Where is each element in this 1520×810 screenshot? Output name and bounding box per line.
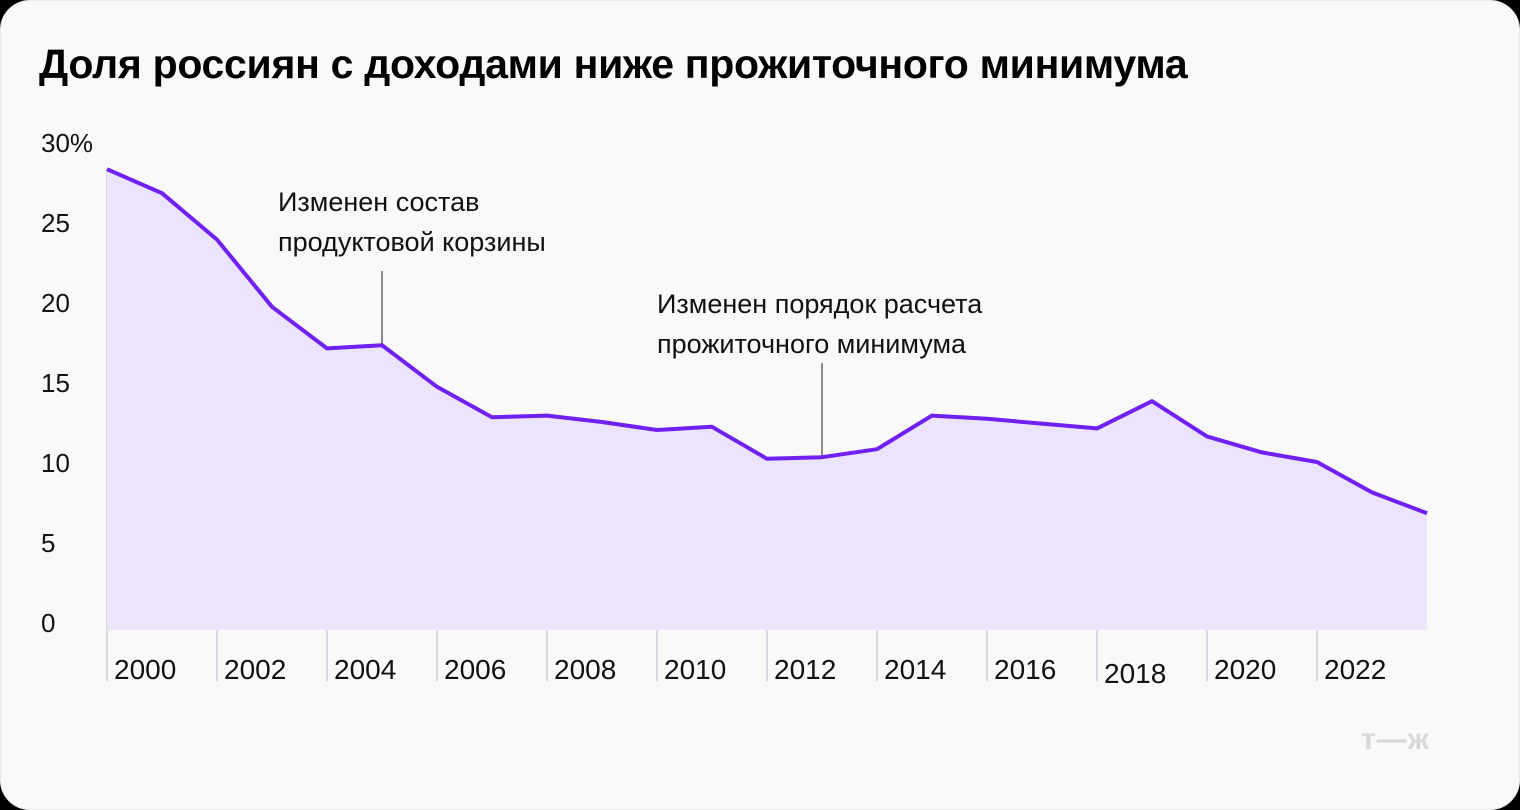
annotation-text: Изменен порядок расчета	[657, 289, 983, 319]
y-tick-label: 25	[41, 208, 70, 238]
y-tick-label: 5	[41, 528, 55, 558]
y-tick-label: 20	[41, 288, 70, 318]
x-tick-label: 2006	[444, 654, 506, 685]
x-tick-label: 2010	[664, 654, 726, 685]
x-tick-label: 2004	[334, 654, 396, 685]
x-tick-label: 2018	[1104, 658, 1166, 689]
y-axis-ticks: 0 5 10 15 20 25 30%	[41, 128, 93, 638]
y-tick-label: 10	[41, 448, 70, 478]
x-tick-label: 2014	[884, 654, 946, 685]
annotation-text: прожиточного минимума	[657, 329, 967, 359]
annotation-text: продуктовой корзины	[278, 227, 546, 257]
annotation-leader-lines	[381, 271, 823, 458]
x-axis-ticks: 2000 2002 2004 2006 2008 2010 2012 2014 2016 2018…	[114, 654, 1386, 689]
annotations: Изменен состав продуктовой корзины Изменен…	[278, 187, 983, 359]
y-tick-label: 30%	[41, 128, 93, 158]
annotation-text: Изменен состав	[278, 187, 479, 217]
x-tick-label: 2020	[1214, 654, 1276, 685]
x-tick-label: 2012	[774, 654, 836, 685]
x-tick-label: 2008	[554, 654, 616, 685]
x-tick-label: 2022	[1324, 654, 1386, 685]
y-tick-label: 15	[41, 368, 70, 398]
data-line	[106, 167, 1428, 516]
x-tick-label: 2016	[994, 654, 1056, 685]
y-tick-label: 0	[41, 608, 55, 638]
area-fill	[107, 169, 1427, 630]
x-tick-label: 2000	[114, 654, 176, 685]
tzh-logo: т—ж	[1361, 723, 1430, 756]
x-tick-label: 2002	[224, 654, 286, 685]
chart-title: Доля россиян с доходами ниже прожиточног…	[39, 41, 1188, 87]
